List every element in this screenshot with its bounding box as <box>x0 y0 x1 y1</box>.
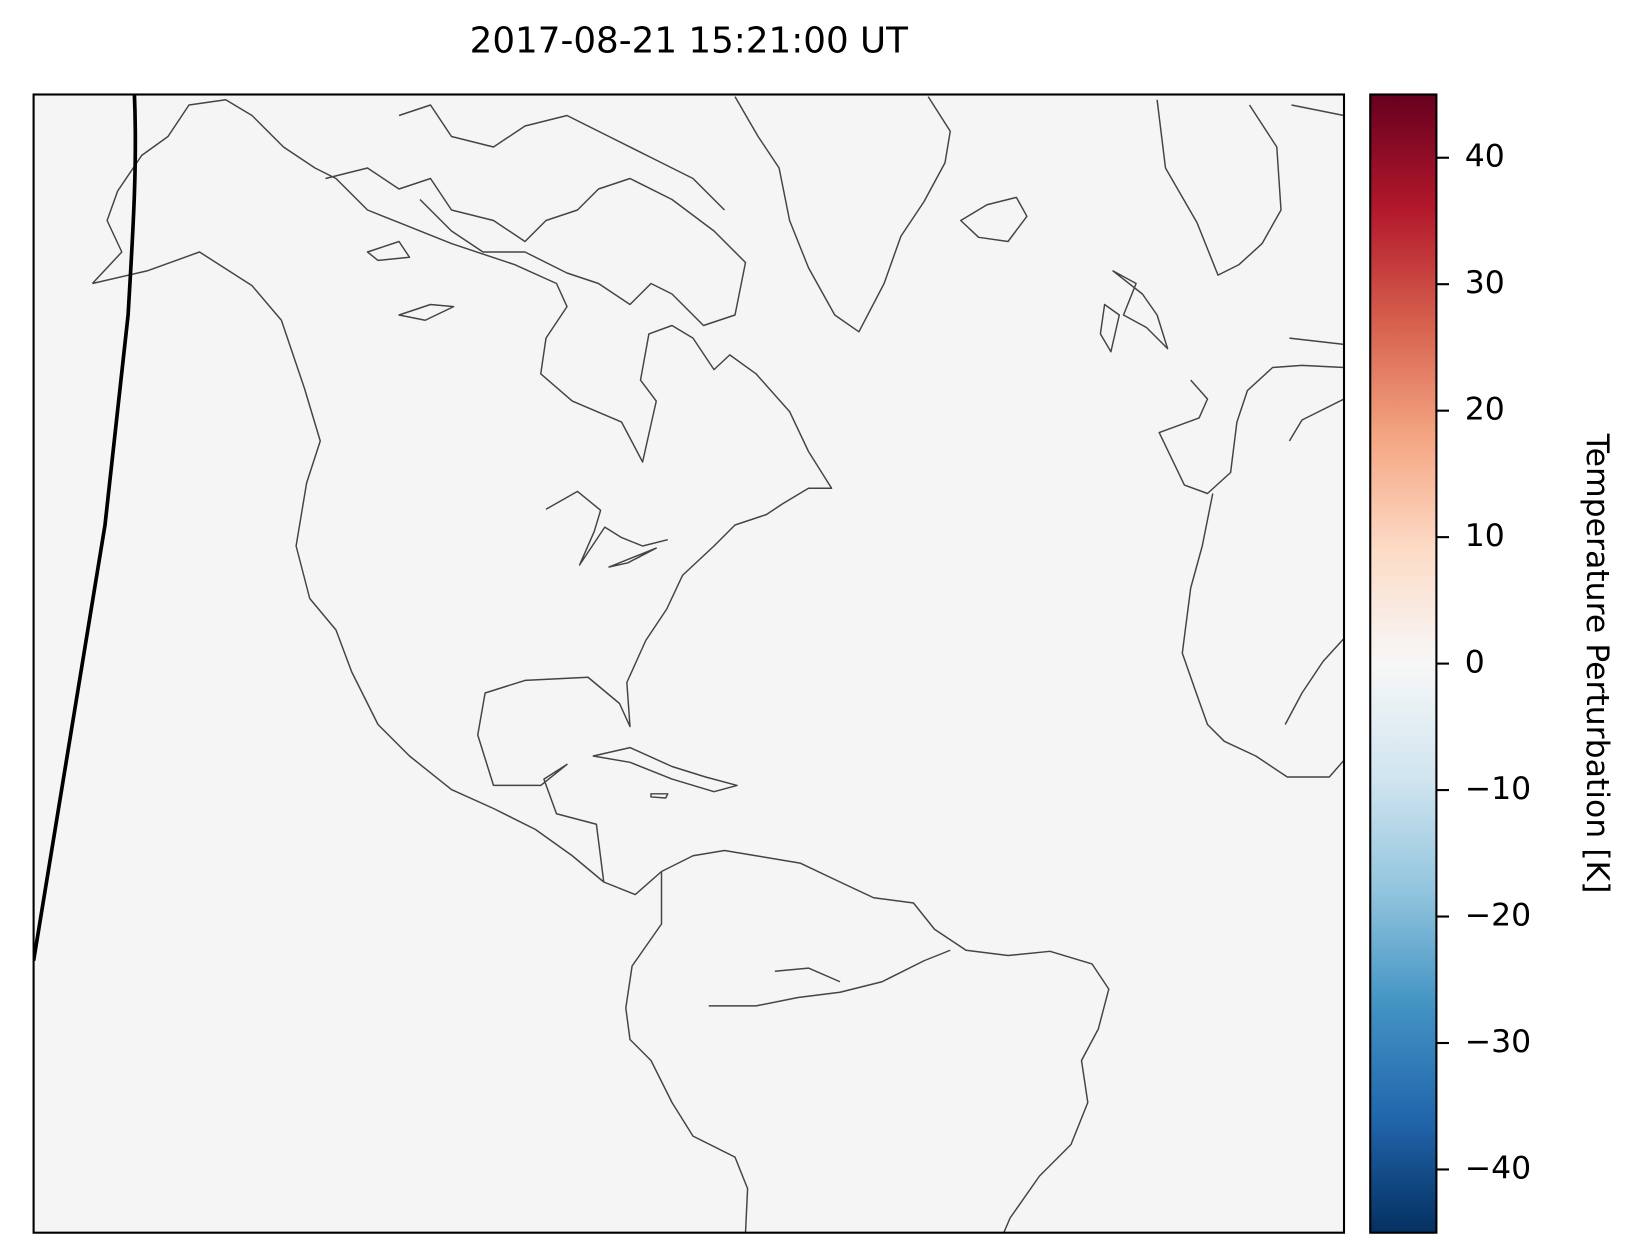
colorbar-tick-label: −20 <box>1465 898 1531 934</box>
coastlines <box>91 96 1344 1233</box>
iceland <box>960 196 1028 243</box>
europe-africa <box>1158 337 1344 778</box>
colorbar-tick-label: 40 <box>1465 139 1505 175</box>
colorbar-tick-label: 10 <box>1465 518 1505 554</box>
scandinavia <box>1156 99 1344 276</box>
arctic-islands <box>325 104 747 327</box>
colorbar-label: Temperature Perturbation [K] <box>1579 433 1615 894</box>
map-background <box>33 94 1345 1233</box>
colorbar-tick-label: −10 <box>1465 771 1531 807</box>
cuba <box>592 746 738 799</box>
map-title: 2017-08-21 15:21:00 UT <box>470 20 908 61</box>
south-america <box>625 849 1110 1233</box>
greenland <box>734 96 951 333</box>
colorbar-ticks: −40 −30 −20 −10 0 10 20 30 40 <box>1436 139 1531 1186</box>
british-isles <box>1099 270 1169 353</box>
great-lakes <box>545 490 668 568</box>
map-frame <box>32 93 1346 1234</box>
colorbar <box>1369 93 1438 1234</box>
colorbar-tick-label: 0 <box>1465 645 1485 681</box>
colorbar-tick-label: −30 <box>1465 1024 1531 1060</box>
colorbar-tick-label: 30 <box>1465 265 1505 301</box>
colorbar-tick-label: −40 <box>1465 1150 1531 1186</box>
north-america <box>91 99 833 896</box>
colorbar-tick-label: 20 <box>1465 392 1505 428</box>
totality-path <box>33 94 138 962</box>
